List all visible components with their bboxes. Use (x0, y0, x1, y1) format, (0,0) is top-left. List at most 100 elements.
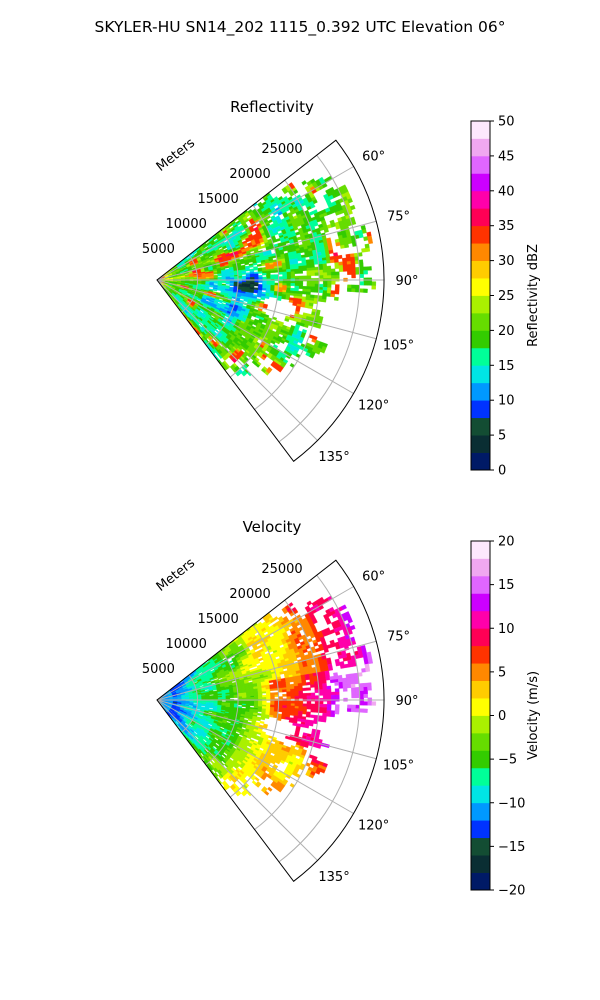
colorbar-segment (471, 645, 490, 664)
azimuth-tick-label: 60° (362, 150, 385, 165)
azimuth-gridline (156, 279, 318, 441)
radial-axis-label: Meters (154, 556, 198, 595)
radial-tick-label: 20000 (229, 167, 270, 182)
colorbar-segment (471, 417, 490, 436)
azimuth-tick-label: 120° (358, 819, 389, 834)
colorbar-segment (471, 698, 490, 716)
colorbar-tick-label: 15 (498, 578, 515, 593)
radial-gridline (205, 229, 239, 346)
colorbar-tick-label: 10 (498, 622, 515, 637)
figure-title: SKYLER-HU SN14_202 1115_0.392 UTC Elevat… (95, 18, 506, 37)
colorbar-segment (471, 330, 490, 349)
colorbar-segment (471, 872, 490, 891)
radial-gridline (229, 204, 280, 378)
azimuth-tick-label: 105° (383, 338, 414, 353)
colorbar-tick-label: 45 (498, 149, 515, 164)
colorbar-tick-label: 0 (498, 709, 506, 724)
colorbar-tick-label: 25 (498, 289, 515, 304)
radial-tick-label: 25000 (261, 562, 302, 577)
azimuth-tick-label: 75° (387, 210, 410, 225)
colorbar-segment (471, 208, 490, 227)
colorbar-segment (471, 558, 490, 577)
colorbar-segment (471, 855, 490, 873)
radial-tick-label: 25000 (261, 142, 302, 157)
colorbar-segment (471, 680, 490, 699)
colorbar-tick-label: 5 (498, 665, 506, 680)
data-field-reflectivity (157, 175, 377, 377)
colorbar-segment (471, 295, 490, 314)
colorbar-segment (471, 155, 490, 174)
colorbar-tick-label: 0 (498, 464, 506, 479)
colorbar-segment (471, 750, 490, 769)
colorbar-tick-label: 50 (498, 115, 515, 130)
colorbar-tick-label: 15 (498, 359, 515, 374)
colorbar-segment (471, 138, 490, 157)
radial-gridline (254, 599, 320, 830)
data-cells (350, 663, 377, 706)
colorbar-segment (471, 732, 490, 751)
colorbar-segment (471, 347, 490, 366)
radial-tick-label: 10000 (166, 637, 207, 652)
azimuth-gridline (156, 279, 377, 340)
azimuth-tick-label: 75° (387, 630, 410, 645)
colorbar-tick-label: −5 (498, 753, 517, 768)
colorbar-segment (471, 575, 490, 594)
colorbar-segment (471, 628, 490, 647)
data-cells (172, 701, 178, 704)
sector-frame (156, 139, 385, 462)
radial-tick-label: 10000 (166, 217, 207, 232)
azimuth-gridline (156, 166, 354, 281)
panel-title: Velocity (243, 518, 302, 536)
radial-gridline (229, 624, 280, 798)
azimuth-gridline (156, 279, 354, 394)
panel-title: Reflectivity (230, 98, 314, 116)
colorbar-label: Velocity (m/s) (526, 671, 541, 760)
colorbar-segment (471, 663, 490, 681)
radial-tick-label: 5000 (142, 662, 175, 677)
radial-gridline (278, 574, 361, 863)
colorbar-tick-label: 20 (498, 535, 515, 550)
azimuth-gridline (156, 640, 377, 701)
colorbar-tick-label: −15 (498, 840, 525, 855)
colorbar-segment (471, 802, 490, 821)
azimuth-tick-label: 60° (362, 570, 385, 585)
colorbar-tick-label: 20 (498, 324, 515, 339)
radial-gridline (254, 179, 320, 410)
colorbar-tick-label: 10 (498, 394, 515, 409)
radial-tick-label: 20000 (229, 587, 270, 602)
colorbar-segment (471, 541, 490, 559)
data-cells (237, 282, 259, 290)
azimuth-gridline (156, 586, 354, 701)
colorbar-segment (471, 382, 490, 401)
azimuth-tick-label: 105° (383, 758, 414, 773)
colorbar-segment (471, 452, 490, 471)
radial-tick-label: 5000 (142, 242, 175, 257)
colorbar-segment (471, 715, 490, 734)
colorbar-segment (471, 365, 490, 384)
polar-grid (156, 574, 384, 863)
colorbar-segment (471, 610, 490, 629)
colorbar-tick-label: 40 (498, 184, 515, 199)
radial-tick-label: 15000 (197, 192, 238, 207)
azimuth-gridline (156, 699, 318, 861)
colorbar: −20 −15 −10 −5 0 5 10 15 20 Velocity (m/s) (470, 535, 541, 899)
azimuth-gridline (156, 699, 354, 814)
colorbar-segment (471, 312, 490, 331)
azimuth-tick-label: 90° (395, 274, 418, 289)
polar-grid (156, 154, 384, 443)
colorbar-segment (471, 593, 490, 612)
panel-reflectivity: Reflectivity 5000 10000 15000 20000 25000 Mete… (142, 98, 541, 479)
azimuth-tick-label: 120° (358, 399, 389, 414)
colorbar-segment (471, 260, 490, 279)
azimuth-gridline (156, 220, 377, 281)
colorbar-segment (471, 820, 490, 839)
colorbar-tick-label: −10 (498, 796, 525, 811)
data-field-velocity (157, 595, 377, 797)
colorbar-segment (471, 225, 490, 244)
sector-frame (156, 559, 385, 882)
colorbar-segment (471, 785, 490, 804)
colorbar-segment (471, 243, 490, 261)
radial-tick-label: 15000 (197, 612, 238, 627)
